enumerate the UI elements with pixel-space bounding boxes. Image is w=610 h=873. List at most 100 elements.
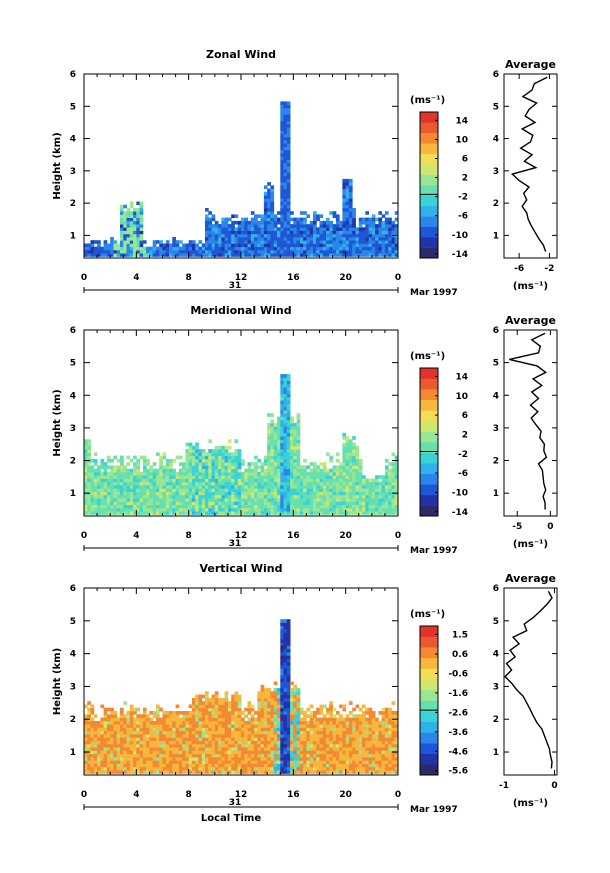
heatmap-cell (152, 488, 157, 492)
heatmap-cell (342, 182, 347, 186)
heatmap-cell (136, 208, 140, 212)
heatmap-cell (329, 753, 333, 758)
heatmap-cell (303, 485, 307, 489)
heatmap-cell (169, 511, 173, 515)
heatmap-cell (175, 488, 180, 492)
heatmap-cell (113, 747, 118, 751)
heatmap-cell (224, 217, 229, 222)
heatmap-cell (388, 462, 392, 466)
heatmap-cell (322, 730, 327, 735)
heatmap-cell (211, 743, 216, 748)
heatmap-cell (136, 507, 140, 512)
heatmap-cell (388, 224, 392, 228)
heatmap-cell (322, 720, 327, 725)
heatmap-cell (293, 478, 297, 483)
heatmap-cell (208, 734, 212, 738)
heatmap-cell (316, 727, 320, 732)
heatmap-cell (106, 246, 111, 251)
heatmap-cell (342, 204, 347, 209)
heatmap-cell (290, 491, 294, 496)
heatmap-cell (208, 237, 212, 241)
heatmap-cell (188, 442, 193, 447)
heatmap-cell (335, 253, 340, 257)
heatmap-cell (329, 240, 333, 244)
heatmap-cell (149, 507, 154, 512)
heatmap-cell (355, 237, 360, 241)
heatmap-cell (221, 452, 226, 457)
heatmap-cell (254, 743, 258, 748)
heatmap-cell (283, 629, 288, 633)
heatmap-cell (378, 237, 383, 241)
average-title: Average (505, 58, 556, 71)
heatmap-cell (247, 740, 252, 745)
heatmap-cell (322, 478, 327, 483)
heatmap-cell (231, 468, 235, 473)
heatmap-cell (283, 770, 288, 774)
heatmap-cell (348, 191, 353, 196)
heatmap-cell (178, 740, 183, 745)
heatmap-cell (234, 697, 239, 702)
heatmap-cell (110, 757, 114, 761)
heatmap-cell (149, 750, 154, 755)
heatmap-cell (133, 737, 137, 741)
heatmap-cell (231, 214, 235, 218)
heatmap-cell (280, 211, 284, 215)
heatmap-cell (113, 468, 118, 473)
heatmap-cell (208, 727, 212, 732)
heatmap-cell (244, 724, 248, 728)
heatmap-cell (358, 249, 363, 254)
heatmap-cell (247, 724, 252, 728)
heatmap-cell (388, 471, 392, 476)
heatmap-cell (286, 730, 291, 735)
heatmap-cell (208, 747, 212, 751)
heatmap-cell (208, 717, 212, 722)
heatmap-cell (280, 172, 284, 177)
heatmap-cell (100, 737, 105, 741)
heatmap-cell (316, 230, 320, 235)
heatmap-cell (342, 188, 347, 193)
heatmap-cell (286, 409, 291, 414)
heatmap-cell (227, 727, 232, 732)
heatmap-cell (280, 449, 284, 453)
heatmap-cell (277, 714, 281, 718)
heatmap-cell (159, 707, 163, 712)
heatmap-cell (378, 249, 383, 254)
heatmap-cell (224, 747, 229, 751)
heatmap-cell (136, 511, 140, 515)
heatmap-cell (129, 770, 134, 774)
heatmap-cells (84, 374, 399, 515)
heatmap-cell (113, 240, 118, 244)
heatmap-cell (224, 445, 229, 450)
heatmap-cell (142, 763, 147, 768)
heatmap-cell (103, 770, 108, 774)
heatmap-cell (123, 750, 127, 755)
heatmap-cell (365, 485, 369, 489)
heatmap-cell (169, 717, 173, 722)
heatmap-cell (348, 481, 353, 486)
heatmap-cell (146, 770, 150, 774)
heatmap-cell (335, 720, 340, 725)
heatmap-cell (241, 507, 245, 512)
heatmap-cell (149, 249, 154, 254)
heatmap-cell (322, 249, 327, 254)
heatmap-cell (116, 747, 121, 751)
heatmap-cell (299, 220, 304, 225)
heatmap-cell (156, 760, 160, 764)
heatmap-cell (280, 159, 284, 164)
heatmap-cell (241, 233, 245, 238)
heatmap-cell (90, 240, 95, 244)
heatmap-cell (283, 674, 288, 679)
heatmap-cell (234, 498, 239, 502)
heatmap-cell (198, 770, 203, 774)
heatmap-cell (195, 734, 199, 738)
heatmap-cell (175, 494, 180, 499)
heatmap-cell (116, 246, 121, 251)
heatmap-cell (97, 494, 101, 499)
heatmap-cell (106, 507, 111, 512)
heatmap-cell (227, 445, 232, 450)
heatmap-cell (211, 730, 216, 735)
heatmap-cell (254, 240, 258, 244)
heatmap-cell (345, 227, 350, 231)
heatmap-cell (234, 507, 239, 512)
heatmap-cell (90, 488, 95, 492)
